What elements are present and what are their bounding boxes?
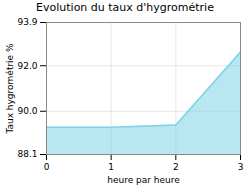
svg-text:3: 3 (238, 162, 244, 172)
svg-text:93.9: 93.9 (17, 17, 37, 27)
svg-text:1: 1 (108, 162, 114, 172)
html-text:Evolution du taux d'hygrométri: Evolution du taux d'hygrométrie (36, 1, 214, 14)
svg-text:2: 2 (173, 162, 179, 172)
svg-text:88.1: 88.1 (17, 149, 37, 159)
svg-text:Taux hygrométrie %: Taux hygrométrie % (5, 43, 15, 135)
svg-text:heure par heure: heure par heure (107, 175, 180, 185)
svg-text:92.0: 92.0 (17, 61, 37, 71)
svg-text:90.0: 90.0 (17, 106, 37, 116)
svg-text:0: 0 (44, 162, 50, 172)
